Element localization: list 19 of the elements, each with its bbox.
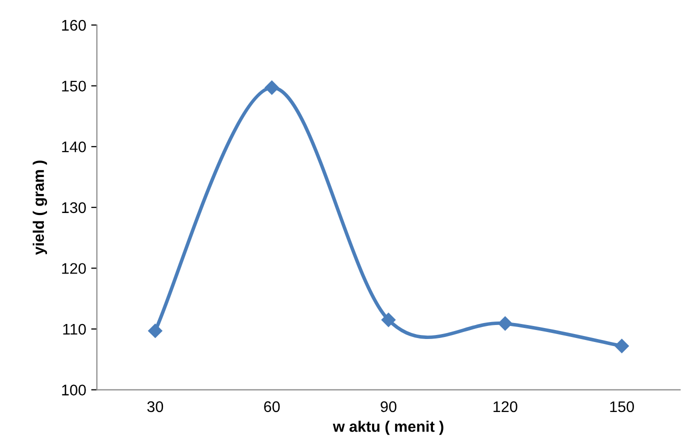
point bbox=[381, 312, 396, 327]
y-tick-label: 100 bbox=[62, 384, 86, 396]
x-tick-label: 60 bbox=[264, 401, 280, 412]
y-tick-label: 150 bbox=[62, 80, 86, 92]
x-tick-label: 30 bbox=[147, 401, 164, 412]
x-tick-label: 120 bbox=[494, 401, 518, 412]
y-tick-label: 120 bbox=[62, 263, 86, 274]
x-axis-title: w aktu ( menit ) bbox=[332, 420, 444, 435]
point bbox=[614, 338, 629, 354]
x-tick-label: 150 bbox=[610, 401, 634, 412]
y-tick-label: 130 bbox=[62, 202, 86, 214]
y-tick-label: 160 bbox=[62, 20, 86, 31]
point bbox=[264, 80, 279, 95]
y-tick-label: 140 bbox=[62, 141, 86, 152]
y-tick-label: 110 bbox=[63, 324, 86, 335]
x-tick-label: 90 bbox=[380, 401, 396, 412]
y-axis-title: yield ( gram ) bbox=[32, 160, 48, 255]
point bbox=[148, 324, 162, 338]
point bbox=[498, 316, 512, 331]
